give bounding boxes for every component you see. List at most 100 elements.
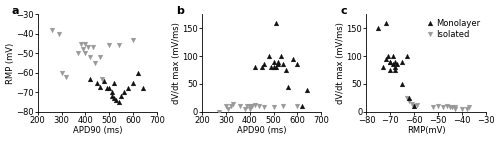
Point bbox=[391, 60, 399, 63]
Point bbox=[134, 72, 142, 74]
Point bbox=[270, 106, 278, 109]
Legend: Monolayer, Isolated: Monolayer, Isolated bbox=[425, 18, 482, 40]
Point bbox=[398, 60, 406, 63]
Point bbox=[244, 105, 252, 107]
Point bbox=[294, 63, 302, 66]
Point bbox=[86, 56, 94, 58]
Point bbox=[465, 106, 473, 109]
Point bbox=[282, 69, 290, 71]
Point bbox=[382, 58, 390, 60]
Point bbox=[229, 102, 237, 105]
Point bbox=[382, 21, 390, 24]
Point bbox=[100, 80, 108, 82]
Point bbox=[272, 66, 280, 68]
Point bbox=[458, 108, 466, 110]
Point bbox=[108, 95, 116, 97]
Point bbox=[279, 63, 287, 66]
Y-axis label: dV/dt max (mV/ms): dV/dt max (mV/ms) bbox=[172, 22, 181, 104]
Point bbox=[448, 106, 456, 109]
Text: a: a bbox=[12, 6, 19, 16]
Point bbox=[410, 105, 418, 107]
Point bbox=[96, 85, 104, 88]
Point bbox=[108, 91, 116, 93]
Point bbox=[248, 105, 256, 107]
Point bbox=[270, 60, 278, 63]
Point bbox=[258, 66, 266, 68]
Point bbox=[288, 58, 296, 60]
Point bbox=[62, 76, 70, 78]
Point bbox=[260, 106, 268, 109]
Point bbox=[384, 55, 392, 57]
Point bbox=[88, 46, 96, 49]
Point bbox=[105, 44, 113, 47]
Point bbox=[462, 108, 470, 110]
Point bbox=[410, 105, 418, 107]
Point bbox=[222, 105, 230, 107]
Point bbox=[129, 81, 137, 84]
Point bbox=[120, 91, 128, 93]
Point bbox=[279, 105, 287, 107]
Point bbox=[272, 21, 280, 24]
Point bbox=[129, 38, 137, 41]
Point bbox=[74, 52, 82, 54]
Point bbox=[82, 52, 90, 54]
Point bbox=[58, 72, 66, 74]
Point bbox=[246, 108, 254, 110]
Point bbox=[450, 106, 458, 109]
Point bbox=[76, 42, 84, 45]
Point bbox=[386, 69, 394, 71]
Y-axis label: dV/dt max (mV/ms): dV/dt max (mV/ms) bbox=[336, 22, 345, 104]
Point bbox=[394, 63, 402, 66]
Point bbox=[403, 55, 411, 57]
Point bbox=[105, 87, 113, 90]
Point bbox=[412, 104, 420, 106]
Point bbox=[406, 97, 413, 99]
Y-axis label: RMP (mV): RMP (mV) bbox=[6, 42, 15, 84]
Point bbox=[391, 69, 399, 71]
Point bbox=[450, 108, 458, 110]
Point bbox=[434, 105, 442, 107]
Point bbox=[215, 111, 223, 113]
Point bbox=[98, 78, 106, 80]
Point bbox=[110, 97, 118, 99]
Point bbox=[303, 88, 311, 91]
Point bbox=[298, 105, 306, 107]
Point bbox=[55, 33, 63, 35]
Point bbox=[265, 55, 273, 57]
Point bbox=[406, 100, 413, 102]
Point bbox=[391, 66, 399, 68]
Point bbox=[79, 48, 87, 50]
Point bbox=[250, 66, 258, 68]
Point bbox=[226, 105, 234, 107]
Point bbox=[224, 108, 232, 110]
X-axis label: APD90 (ms): APD90 (ms) bbox=[237, 126, 286, 136]
Point bbox=[403, 97, 411, 99]
Point bbox=[124, 87, 132, 90]
Point bbox=[115, 44, 123, 47]
Point bbox=[267, 66, 275, 68]
Point bbox=[429, 106, 437, 109]
Point bbox=[274, 63, 282, 66]
Point bbox=[115, 101, 123, 103]
Point bbox=[294, 105, 302, 107]
Point bbox=[284, 86, 292, 88]
Point bbox=[256, 105, 264, 107]
Point bbox=[246, 105, 254, 107]
Point bbox=[438, 106, 446, 109]
Point bbox=[110, 81, 118, 84]
Point bbox=[82, 42, 90, 45]
Point bbox=[446, 106, 454, 109]
Point bbox=[386, 60, 394, 63]
X-axis label: APD90 (ms): APD90 (ms) bbox=[72, 126, 122, 136]
Point bbox=[388, 63, 396, 66]
Text: b: b bbox=[176, 6, 184, 16]
Point bbox=[386, 60, 394, 63]
Point bbox=[117, 95, 125, 97]
X-axis label: RMP(mV): RMP(mV) bbox=[406, 126, 446, 136]
Point bbox=[112, 99, 120, 101]
Point bbox=[374, 27, 382, 29]
Point bbox=[138, 87, 146, 90]
Point bbox=[250, 104, 258, 106]
Point bbox=[236, 105, 244, 107]
Point bbox=[96, 56, 104, 58]
